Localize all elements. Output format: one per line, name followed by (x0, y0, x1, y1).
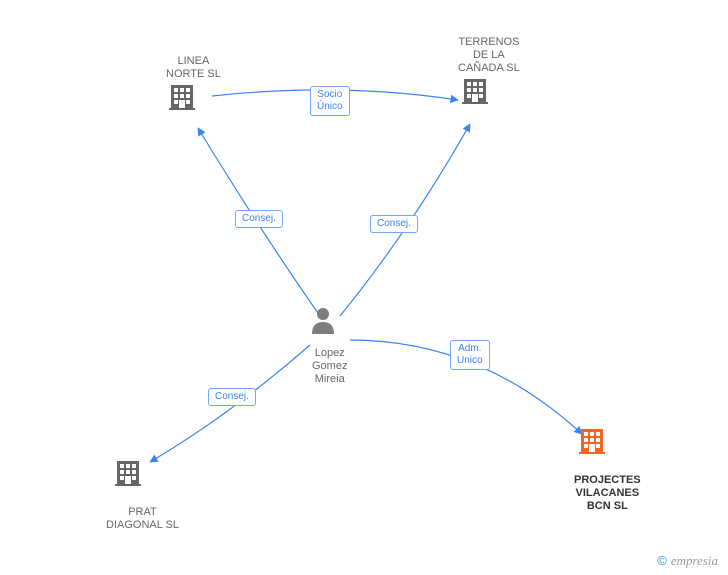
edge-label-consej-terrenos: Consej. (370, 215, 418, 233)
building-icon (167, 81, 197, 116)
edge-label-consej-prat: Consej. (208, 388, 256, 406)
node-label-terrenos: TERRENOS DE LA CAÑADA SL (458, 36, 520, 75)
node-label-lopez: Lopez Gomez Mireia (312, 347, 347, 386)
watermark-text: empresia (671, 553, 718, 568)
watermark: © empresia (657, 553, 718, 569)
node-label-linea: LINEA NORTE SL (166, 55, 221, 81)
person-icon (309, 306, 337, 339)
building-icon (113, 457, 143, 492)
copyright-icon: © (657, 553, 667, 568)
node-label-prat: PRAT DIAGONAL SL (106, 506, 179, 532)
edge-label-adm-unico: Adm. Unico (450, 340, 490, 370)
building-icon (460, 75, 490, 110)
edge-label-consej-linea: Consej. (235, 210, 283, 228)
edge-label-socio-unico: Socio Único (310, 86, 350, 116)
building-icon (577, 425, 607, 460)
node-label-projectes: PROJECTES VILACANES BCN SL (574, 474, 641, 513)
